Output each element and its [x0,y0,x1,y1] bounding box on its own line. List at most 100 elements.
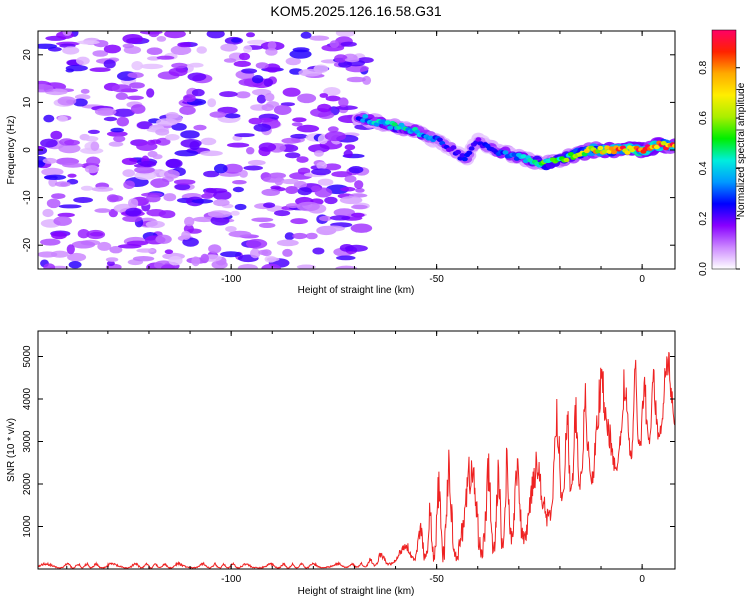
spectrogram-noise-cell [199,150,223,157]
spectrogram-noise-cell [289,49,312,59]
spectrogram-noise-cell [103,116,118,122]
spectrogram-noise-cell [76,56,90,65]
spectrogram-noise-cell [314,187,333,198]
spectrogram-noise-cell [50,130,63,140]
spectrogram-noise-cell [155,137,171,146]
y-tick-label: 4000 [22,387,33,410]
spectrogram-track-cell [611,149,617,155]
spectrogram-noise-cell [325,95,341,102]
spectrogram-noise-cell [173,179,196,185]
spectrogram-noise-cell [111,84,132,93]
spectrogram-noise-cell [220,251,242,258]
spectrogram-noise-cell [274,210,291,217]
spectrogram-noise-cell [258,222,276,228]
spectrogram-noise-cell [38,84,54,93]
spectrogram-x-label: Height of straight line (km) [298,285,415,296]
spectrogram-noise-cell [243,165,263,171]
spectrogram-noise-cell [57,115,68,122]
spectrogram-noise-cell [171,123,187,131]
y-tick-label: 5000 [22,345,33,368]
spectrogram-noise-cell [125,207,142,217]
spectrogram-noise-cell [234,133,255,138]
colorbar-ticks: 0.0 0.2 0.4 0.6 0.8 [698,60,740,276]
spectrogram-noise-cell [237,264,258,269]
y-tick-label: -20 [22,238,33,253]
spectrogram-noise-cell [103,44,121,54]
spectrogram-noise-cell [265,48,278,56]
spectrogram-noise-cell [256,94,267,104]
spectrogram-noise-cell [203,170,220,178]
spectrogram-track-cell [450,145,457,150]
spectrogram-noise-cell [192,216,216,223]
spectrogram-noise-cell [317,178,334,186]
spectrogram-noise-cell [165,134,180,141]
spectrogram-noise-cell [87,129,100,134]
spectrogram-noise-cell [213,190,232,201]
spectrogram-noise-cell [156,36,167,42]
spectrogram-noise-cell [191,88,205,97]
snr-y-label: SNR (10 * v/v) [6,418,17,482]
spectrogram-noise-cell [44,174,67,180]
spectrogram-noise-cell [233,60,251,67]
spectrogram-noise-cell [258,249,269,256]
spectrogram-noise-cell [108,208,118,218]
spectrogram-noise-cell [285,203,301,209]
spectrogram-noise-cell [146,47,163,55]
spectrogram-noise-cell [246,39,268,45]
spectrogram-noise-cell [264,92,275,102]
spectrogram-noise-cell [252,75,264,84]
spectrogram-noise-cell [113,135,126,143]
spectrogram-noise-cell [139,160,157,168]
spectrogram-noise-cell [284,232,295,241]
y-tick-label: 10 [22,96,33,108]
spectrogram-noise-cell [108,141,124,147]
spectrogram-noise-cell [164,169,180,179]
spectrogram-noise-cell [297,93,317,104]
spectrogram-noise-cell [122,34,143,44]
spectrogram-track-cell [513,156,520,161]
spectrogram-noise-cell [77,229,90,239]
spectrogram-noise-cell [67,252,87,262]
spectrogram-noise-cell [46,198,61,209]
spectrogram-noise-cell [333,208,355,217]
spectrogram-noise-cell [164,249,174,254]
spectrogram-noise-cell [57,212,75,218]
spectrogram-noise-cell [274,177,284,186]
spectrogram-noise-cell [329,215,351,221]
spectrogram-noise-cell [84,165,100,174]
spectrogram-noise-cell [276,239,299,247]
spectrogram-noise-cell [285,57,301,66]
spectrogram-track-cell [502,150,509,155]
spectrogram-noise-cell [246,238,268,249]
spectrogram-y-ticks: 20 10 0 -10 -20 [22,49,675,253]
spectrogram-noise-cell [346,76,366,83]
spectrogram-noise-cell [74,94,91,100]
spectrogram-noise-cell [238,52,251,61]
colorbar-gradient [711,29,737,270]
spectrogram-noise-cell [206,31,225,39]
spectrogram-noise-cell [338,61,352,68]
spectrogram-noise-cell [351,212,365,218]
spectrogram-track-cell [568,152,574,157]
spectrogram-noise-cell [171,62,188,69]
spectrogram-noise-cell [261,263,282,269]
spectrogram-noise-cell [225,226,237,232]
spectrogram-noise-cell [340,186,356,192]
snr-x-label: Height of straight line (km) [298,586,415,597]
spectrogram-noise-cell [266,257,280,262]
spectrogram-noise-cell [123,180,135,189]
spectrogram-noise-cell [250,248,261,259]
spectrogram-noise-cell [155,234,172,244]
spectrogram-noise-cell [156,118,178,126]
spectrogram-noise-cell [121,157,138,165]
spectrogram-noise-cell [200,137,217,146]
colorbar-tick-label: 0.0 [698,262,709,276]
spectrogram-noise-cell [53,216,72,226]
spectrogram-noise-cell [297,187,312,196]
spectrogram-noise-cell [126,95,144,101]
spectrogram-track-cell [436,137,443,142]
spectrogram-noise-cell [180,130,200,139]
spectrogram-noise-cell [321,225,345,232]
spectrogram-noise-cell [354,180,364,190]
